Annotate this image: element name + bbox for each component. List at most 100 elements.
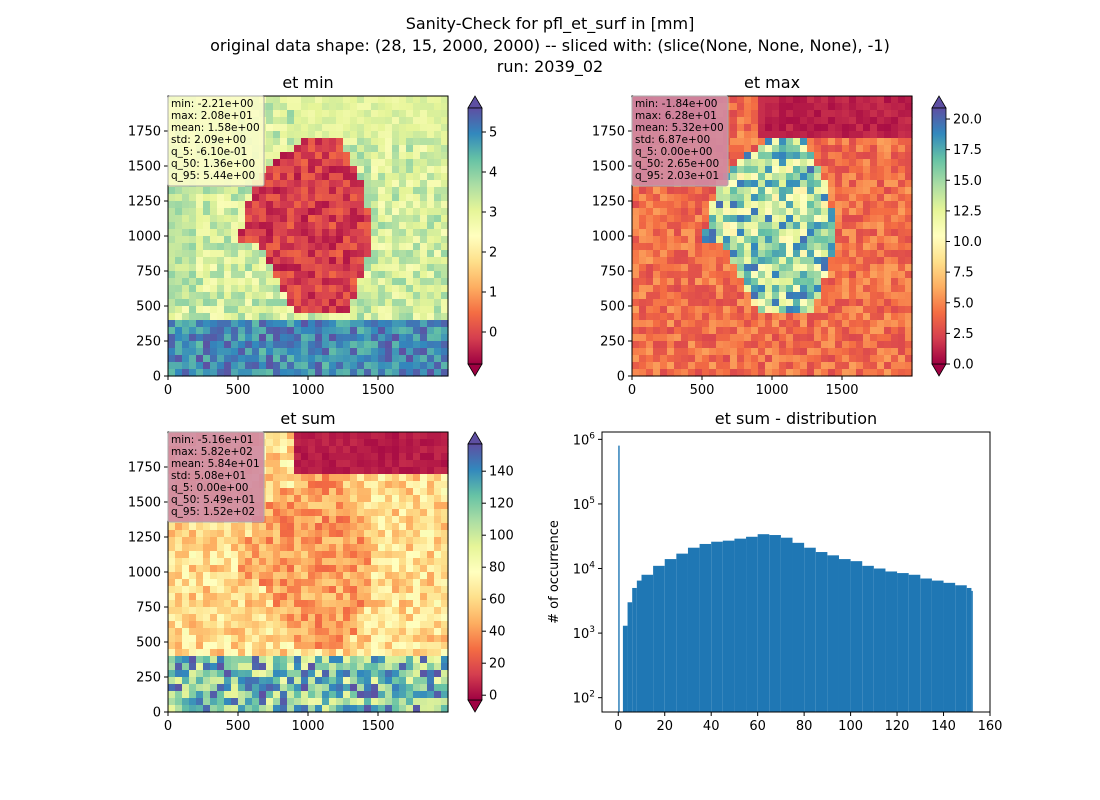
heatmap-cell xyxy=(189,306,197,314)
heatmap-cell xyxy=(441,684,449,692)
heatmap-cell xyxy=(744,138,752,146)
heatmap-cell xyxy=(674,229,682,237)
heatmap-cell xyxy=(730,152,738,160)
heatmap-cell xyxy=(378,341,386,349)
heatmap-cell xyxy=(716,306,724,314)
heatmap-cell xyxy=(315,180,323,188)
heatmap-cell xyxy=(399,96,407,104)
heatmap-cell xyxy=(252,369,260,377)
heatmap-cell xyxy=(898,131,906,139)
heatmap-cell xyxy=(329,432,337,440)
heatmap-cell xyxy=(821,334,829,342)
heatmap-cell xyxy=(814,355,822,363)
heatmap-cell xyxy=(287,250,295,258)
heatmap-cell xyxy=(378,663,386,671)
heatmap-cell xyxy=(849,96,857,104)
colorbar-tick-label: 17.5 xyxy=(953,143,982,158)
heatmap-cell xyxy=(441,516,449,524)
heatmap-cell xyxy=(217,579,225,587)
heatmap-cell xyxy=(856,131,864,139)
heatmap-cell xyxy=(441,257,449,265)
heatmap-cell xyxy=(413,264,421,272)
heatmap-cell xyxy=(203,229,211,237)
heatmap-cell xyxy=(266,614,274,622)
heatmap-cell xyxy=(905,152,913,160)
heatmap-cell xyxy=(280,110,288,118)
colorbar-tick-label: 12.5 xyxy=(953,204,982,219)
heatmap-cell xyxy=(385,292,393,300)
heatmap-cell xyxy=(765,145,773,153)
heatmap-cell xyxy=(196,348,204,356)
heatmap-cell xyxy=(849,341,857,349)
suptitle-line-2: original data shape: (28, 15, 2000, 2000… xyxy=(210,36,890,55)
heatmap-cell xyxy=(842,110,850,118)
heatmap-cell xyxy=(273,131,281,139)
heatmap-cell xyxy=(385,313,393,321)
heatmap-cell xyxy=(203,537,211,545)
heatmap-cell xyxy=(301,138,309,146)
heatmap-cell xyxy=(182,600,190,608)
heatmap-cell xyxy=(786,145,794,153)
heatmap-cell xyxy=(329,467,337,475)
heatmap-cell xyxy=(849,369,857,377)
heatmap-cell xyxy=(364,558,372,566)
heatmap-cell xyxy=(371,327,379,335)
heatmap-cell xyxy=(807,173,815,181)
heatmap-cell xyxy=(238,705,246,713)
heatmap-cell xyxy=(203,600,211,608)
heatmap-cell xyxy=(660,306,668,314)
heatmap-cell xyxy=(434,523,442,531)
heatmap-cell xyxy=(420,656,428,664)
heatmap-cell xyxy=(653,208,661,216)
heatmap-cell xyxy=(842,117,850,125)
heatmap-cell xyxy=(709,355,717,363)
heatmap-cell xyxy=(821,327,829,335)
heatmap-cell xyxy=(343,684,351,692)
heatmap-cell xyxy=(336,215,344,223)
heatmap-cell xyxy=(427,495,435,503)
y-tick-label: 0 xyxy=(617,370,625,385)
heatmap-cell xyxy=(322,180,330,188)
heatmap-cell xyxy=(427,460,435,468)
colorbar-tick-label: 120 xyxy=(489,497,514,512)
heatmap-cell xyxy=(427,502,435,510)
heatmap-cell xyxy=(287,565,295,573)
heatmap-cell xyxy=(259,257,267,265)
heatmap-cell xyxy=(315,96,323,104)
heatmap-cell xyxy=(406,516,414,524)
heatmap-cell xyxy=(639,201,647,209)
heatmap-cell xyxy=(392,96,400,104)
heatmap-cell xyxy=(364,250,372,258)
heatmap-cell xyxy=(378,509,386,517)
heatmap-cell xyxy=(343,173,351,181)
heatmap-cell xyxy=(660,313,668,321)
heatmap-cell xyxy=(322,537,330,545)
heatmap-cell xyxy=(758,334,766,342)
heatmap-cell xyxy=(336,250,344,258)
heatmap-cell xyxy=(639,250,647,258)
heatmap-cell xyxy=(828,243,836,251)
heatmap-cell xyxy=(168,558,176,566)
heatmap-cell xyxy=(371,684,379,692)
heatmap-cell xyxy=(674,250,682,258)
heatmap-cell xyxy=(392,215,400,223)
heatmap-cell xyxy=(702,222,710,230)
heatmap-cell xyxy=(723,229,731,237)
heatmap-cell xyxy=(420,152,428,160)
heatmap-cell xyxy=(413,698,421,706)
heatmap-cell xyxy=(702,215,710,223)
heatmap-cell xyxy=(287,488,295,496)
heatmap-cell xyxy=(196,586,204,594)
heatmap-cell xyxy=(392,285,400,293)
heatmap-cell xyxy=(821,173,829,181)
heatmap-cell xyxy=(168,691,176,699)
heatmap-cell xyxy=(779,236,787,244)
heatmap-cell xyxy=(322,341,330,349)
heatmap-cell xyxy=(399,600,407,608)
heatmap-cell xyxy=(315,516,323,524)
heatmap-cell xyxy=(287,670,295,678)
heatmap-cell xyxy=(238,670,246,678)
heatmap-cell xyxy=(385,628,393,636)
heatmap-cell xyxy=(898,159,906,167)
heatmap-cell xyxy=(730,257,738,265)
